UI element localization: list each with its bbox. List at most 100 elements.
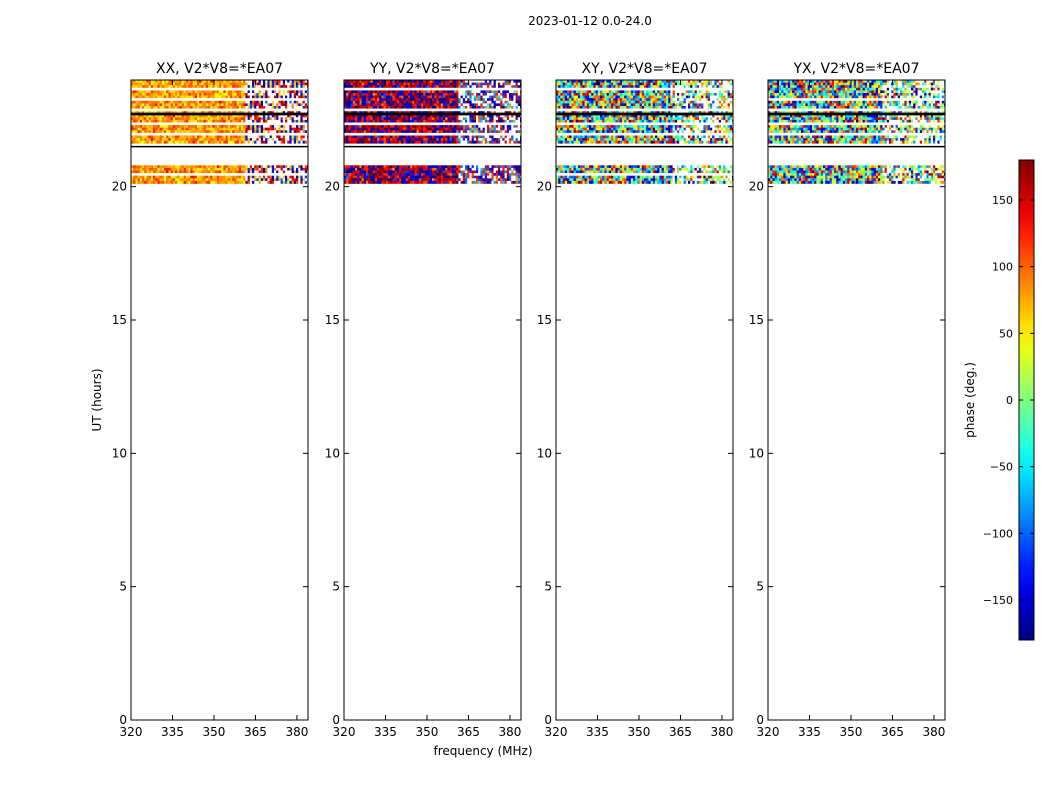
phase-cell [293,117,297,121]
phase-cell [495,95,499,99]
phase-cell [438,135,442,139]
phase-cell [489,178,492,182]
phase-cell [352,178,356,182]
phase-cell [410,117,413,121]
phase-cell [469,170,472,174]
phase-cell [219,106,222,109]
phase-cell [460,85,464,89]
phase-cell [192,103,196,107]
phase-cell [396,108,400,112]
phase-cell [172,87,176,91]
phase-cell [168,114,171,118]
phase-cell [436,95,439,99]
phase-cell [234,140,237,144]
phase-cell [179,80,182,83]
phase-cell [372,90,376,94]
phase-cell [487,138,490,141]
phase-cell [440,98,444,102]
phase-cell [500,95,503,99]
phase-cell [517,138,521,141]
phase-cell [287,130,290,134]
phase-cell [381,98,384,102]
phase-cell [274,117,277,121]
phase-cell [487,119,490,123]
phase-cell [458,85,461,89]
phase-cell [232,87,235,91]
phase-cell [478,108,481,112]
phase-cell [436,114,439,118]
phase-cell [410,95,413,99]
phase-cell [245,167,248,171]
phase-cell [423,130,426,134]
phase-cell [258,140,262,144]
phase-cell [269,103,273,107]
phase-cell [267,122,270,126]
phase-cell [484,117,488,121]
phase-cell [282,117,286,121]
phase-cell [502,85,505,89]
phase-cell [489,127,492,131]
phase-cell [291,117,295,121]
phase-cell [205,130,209,134]
phase-cell [304,173,308,176]
phase-cell [480,108,483,112]
phase-cell [164,165,167,169]
phase-cell [201,108,204,112]
phase-cell [403,103,406,107]
phase-cell [355,127,358,131]
phase-cell [443,87,446,91]
phase-cell [157,95,160,99]
phase-cell [418,119,422,123]
phase-cell [227,170,231,174]
phase-cell [465,108,468,112]
phase-cell [159,103,163,107]
phase-cell [296,103,299,107]
phase-cell [133,103,136,107]
phase-cell [506,98,510,102]
phase-cell [181,167,185,171]
phase-cell [168,100,171,104]
phase-cell [245,138,248,141]
phase-cell [396,98,400,102]
phase-cell [346,95,349,99]
phase-cell [399,127,402,131]
phase-cell [131,127,134,131]
phase-cell [223,106,226,109]
phase-cell [421,119,424,123]
phase-cell [434,85,437,89]
phase-cell [278,132,281,136]
phase-cell [168,127,171,131]
phase-cell [478,100,481,104]
phase-cell [482,170,486,174]
phase-cell [392,140,395,144]
phase-cell [282,122,286,126]
phase-cell [282,178,286,182]
phase-cell [190,127,193,131]
phase-cell [181,103,185,107]
phase-cell [489,173,492,176]
phase-cell [374,165,378,169]
phase-cell [265,140,268,144]
phase-cell [368,130,371,134]
phase-cell [159,119,163,123]
phase-cell [298,140,301,144]
phase-cell [491,119,494,123]
phase-cell [506,122,510,126]
phase-cell [208,130,211,134]
phase-cell [252,106,255,109]
phase-cell [256,114,259,118]
phase-cell [438,108,442,112]
phase-cell [482,125,486,128]
phase-cell [139,117,143,121]
phase-cell [361,167,365,171]
phase-cell [418,106,422,109]
phase-cell [392,127,395,131]
phase-cell [133,180,136,184]
phase-cell [502,87,505,91]
phase-cell [390,114,393,118]
phase-cell [298,173,301,176]
phase-cell [175,132,178,136]
phase-cell [487,127,490,131]
phase-cell [489,82,492,86]
phase-cell [302,119,306,123]
